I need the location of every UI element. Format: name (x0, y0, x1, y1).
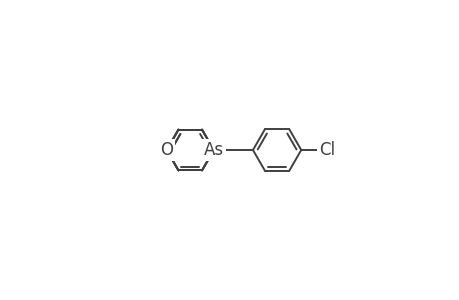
Text: O: O (160, 141, 173, 159)
Text: As: As (203, 141, 224, 159)
Text: Cl: Cl (319, 141, 335, 159)
